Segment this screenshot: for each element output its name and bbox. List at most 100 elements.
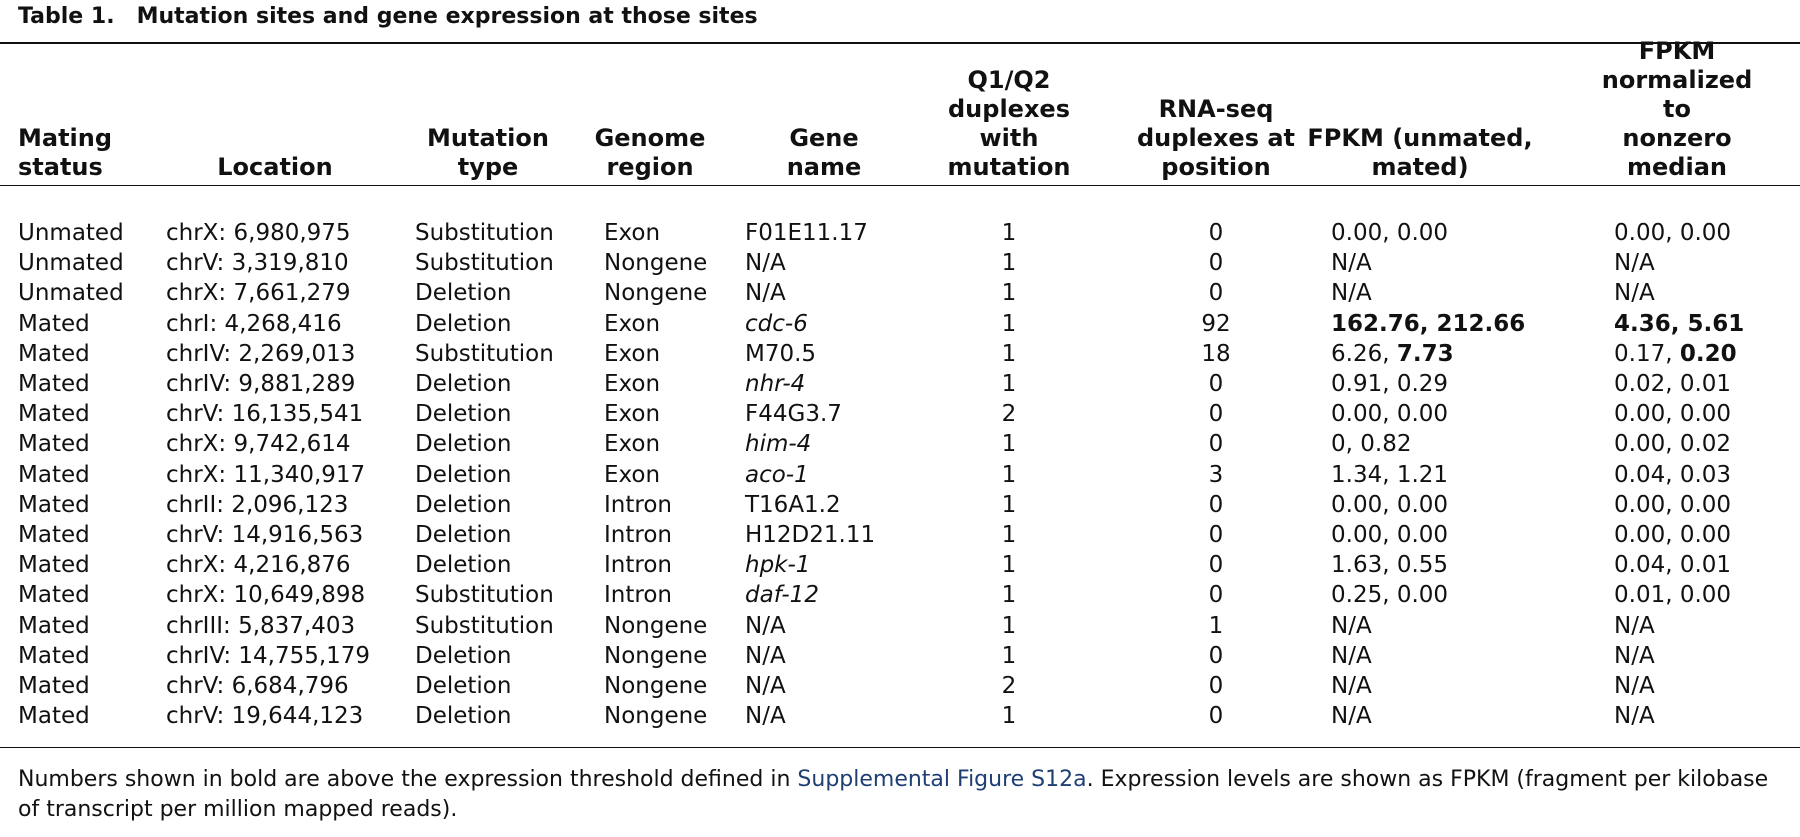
cell-fpkm-mated: 0.00 <box>1396 491 1449 518</box>
cell-genome-region: Exon <box>604 310 661 337</box>
cell-rnaseq-duplexes: 0 <box>1208 552 1224 579</box>
cell-q1q2-duplexes: 1 <box>1001 642 1017 669</box>
cell-fpkm-normalized: 0.00, 0.00 <box>1614 520 1731 550</box>
cell-location: chrX: 10,649,898 <box>166 582 366 609</box>
cell-fpkm-value: N/A <box>1331 703 1372 730</box>
cell-mutation-type: Deletion <box>415 522 512 548</box>
cell-fpkm: N/A <box>1331 671 1372 701</box>
bottom-rule <box>0 747 1800 748</box>
cell-mating-status: Mated <box>18 340 90 367</box>
cell-gene-name: T16A1.2 <box>745 491 841 518</box>
table-footnote: Numbers shown in bold are above the expr… <box>18 765 1788 825</box>
cell-mating-status: Mated <box>18 673 90 699</box>
cell-mutation-type: Substitution <box>415 582 554 609</box>
cell-mating-status: Mated <box>18 582 90 609</box>
cell-fpkm-normalized-mated: 5.61 <box>1687 310 1745 337</box>
cell-fpkm-normalized: 0.17, 0.20 <box>1614 339 1737 369</box>
cell-mutation-type: Deletion <box>415 703 512 730</box>
table-title: Mutation sites and gene expression at th… <box>136 4 758 29</box>
cell-fpkm-normalized-unmated: 0.02 <box>1614 371 1666 397</box>
cell-fpkm-unmated: 0.25 <box>1331 582 1383 609</box>
cell-fpkm-mated: 7.73 <box>1396 340 1454 367</box>
cell-fpkm-mated: 1.21 <box>1396 461 1449 488</box>
cell-mutation-type: Deletion <box>415 310 512 337</box>
cell-fpkm-normalized-mated: 0.00 <box>1679 220 1732 246</box>
cell-fpkm-normalized-mated: 0.00 <box>1679 582 1732 609</box>
cell-mating-status: Mated <box>18 552 90 579</box>
cell-rnaseq-duplexes: 0 <box>1208 250 1224 277</box>
cell-q1q2-duplexes: 1 <box>1001 220 1017 246</box>
cell-fpkm-normalized: 0.00, 0.00 <box>1614 399 1731 429</box>
cell-genome-region: Exon <box>604 220 661 246</box>
cell-fpkm-normalized-value: N/A <box>1614 612 1655 639</box>
value-separator: , <box>1665 552 1680 579</box>
cell-genome-region: Nongene <box>604 642 708 669</box>
table-row: Unmated chrV: 3,319,810 Substitution Nongen… <box>0 248 1800 278</box>
cell-gene-name: aco-1 <box>745 461 809 488</box>
cell-mutation-type: Deletion <box>415 673 512 699</box>
cell-gene-name: cdc-6 <box>745 310 808 337</box>
cell-fpkm-value: N/A <box>1331 612 1372 639</box>
table-row: Mated chrIII: 5,837,403 Substitution Nongen… <box>0 611 1800 641</box>
cell-fpkm: N/A <box>1331 701 1372 731</box>
cell-fpkm-normalized: 0.04, 0.03 <box>1614 460 1731 490</box>
cell-fpkm: 162.76, 212.66 <box>1331 309 1525 339</box>
value-separator: , <box>1382 552 1397 579</box>
cell-rnaseq-duplexes: 0 <box>1208 642 1224 669</box>
cell-rnaseq-duplexes: 0 <box>1208 703 1224 730</box>
cell-q1q2-duplexes: 1 <box>1001 371 1017 397</box>
cell-mating-status: Mated <box>18 401 90 428</box>
cell-location: chrV: 14,916,563 <box>166 522 364 548</box>
cell-gene-name: N/A <box>745 280 786 307</box>
cell-fpkm-normalized-value: N/A <box>1614 642 1655 669</box>
cell-fpkm-normalized-mated: 0.00 <box>1679 522 1732 548</box>
table-row: Mated chrV: 19,644,123 Deletion Nongene N/A 1… <box>0 701 1800 731</box>
cell-fpkm: N/A <box>1331 641 1372 671</box>
cell-rnaseq-duplexes: 0 <box>1208 431 1224 458</box>
header-rule <box>0 185 1800 186</box>
cell-mating-status: Mated <box>18 371 90 397</box>
cell-fpkm: 6.26, 7.73 <box>1331 339 1454 369</box>
cell-gene-name: N/A <box>745 612 786 639</box>
cell-location: chrX: 4,216,876 <box>166 552 351 579</box>
supplemental-figure-link[interactable]: Supplemental Figure S12a <box>797 767 1087 792</box>
cell-rnaseq-duplexes: 0 <box>1208 280 1224 307</box>
cell-mating-status: Unmated <box>18 250 124 277</box>
cell-q1q2-duplexes: 2 <box>1001 673 1017 699</box>
cell-location: chrV: 6,684,796 <box>166 673 349 699</box>
table-label: Table 1. <box>18 4 115 29</box>
cell-location: chrI: 4,268,416 <box>166 310 342 337</box>
cell-mating-status: Mated <box>18 612 90 639</box>
cell-fpkm-value: N/A <box>1331 280 1372 307</box>
value-separator: , <box>1665 491 1680 518</box>
cell-q1q2-duplexes: 1 <box>1001 522 1017 548</box>
value-separator: , <box>1382 220 1397 246</box>
cell-mating-status: Mated <box>18 642 90 669</box>
cell-fpkm-normalized: N/A <box>1614 611 1655 641</box>
cell-fpkm-normalized-unmated: 0.17 <box>1614 340 1666 367</box>
cell-genome-region: Intron <box>604 522 672 548</box>
cell-fpkm-unmated: 6.26 <box>1331 340 1383 367</box>
cell-fpkm-normalized: 0.00, 0.02 <box>1614 429 1731 459</box>
cell-fpkm: 1.34, 1.21 <box>1331 460 1448 490</box>
cell-q1q2-duplexes: 1 <box>1001 491 1017 518</box>
cell-genome-region: Nongene <box>604 673 708 699</box>
cell-rnaseq-duplexes: 3 <box>1208 461 1224 488</box>
cell-fpkm: 0.25, 0.00 <box>1331 580 1448 610</box>
table-row: Mated chrX: 4,216,876 Deletion Intron hpk-1 1… <box>0 550 1800 580</box>
cell-location: chrX: 11,340,917 <box>166 461 366 488</box>
cell-fpkm-normalized: N/A <box>1614 671 1655 701</box>
table-row: Mated chrIV: 14,755,179 Deletion Nongene N/A… <box>0 641 1800 671</box>
cell-location: chrX: 9,742,614 <box>166 431 351 458</box>
cell-fpkm-normalized-unmated: 0.00 <box>1614 491 1666 518</box>
cell-genome-region: Intron <box>604 582 672 609</box>
cell-location: chrIV: 14,755,179 <box>166 642 371 669</box>
cell-fpkm-normalized: 0.00, 0.00 <box>1614 490 1731 520</box>
cell-fpkm-unmated: 1.63 <box>1331 552 1383 579</box>
cell-fpkm-normalized: N/A <box>1614 641 1655 671</box>
cell-fpkm-normalized-unmated: 0.00 <box>1614 522 1666 548</box>
cell-fpkm-normalized-unmated: 0.00 <box>1614 431 1666 458</box>
cell-rnaseq-duplexes: 0 <box>1208 673 1224 699</box>
cell-rnaseq-duplexes: 0 <box>1208 220 1224 246</box>
cell-fpkm-normalized-value: N/A <box>1614 250 1655 277</box>
